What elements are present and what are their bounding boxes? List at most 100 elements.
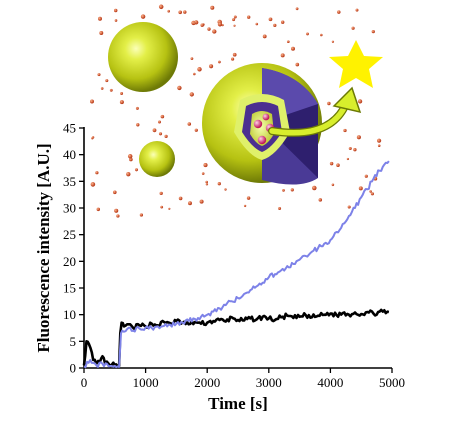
x-axis-title: Time [s] [208, 394, 268, 413]
x-tick-label: 4000 [317, 375, 343, 390]
particle-dot [210, 5, 215, 10]
particle-dot [200, 23, 204, 27]
x-tick-label: 3000 [256, 375, 282, 390]
particle-dot [232, 52, 237, 57]
particle-dot [126, 172, 131, 177]
particle-dot [189, 92, 194, 97]
cargo-dot [253, 119, 263, 129]
particle-dot [207, 27, 211, 31]
particle-dot [320, 33, 323, 37]
particle-dot [193, 22, 196, 25]
particle-dot [98, 16, 102, 21]
cargo-dot [257, 135, 267, 145]
particle-dot [178, 10, 183, 15]
x-tick-label: 5000 [379, 375, 405, 390]
y-tick-label: 15 [63, 281, 76, 296]
particle-dot [327, 101, 331, 106]
particle-dot [112, 190, 117, 195]
y-tick-label: 45 [63, 121, 76, 136]
particle-dot [205, 183, 209, 186]
y-tick-label: 10 [63, 307, 76, 322]
particle-dot [357, 99, 363, 104]
small-nanoparticle-sphere [139, 141, 175, 177]
particle-dot [291, 46, 295, 51]
particle-dot [282, 189, 285, 192]
series-line [82, 308, 390, 368]
particle-dot [343, 128, 347, 133]
particle-dot [346, 157, 350, 161]
particle-dot [243, 204, 247, 208]
particle-dot [109, 88, 113, 92]
particle-dot [231, 57, 235, 61]
y-tick-label: 30 [63, 201, 76, 216]
particle-dot [273, 23, 277, 28]
cutaway-capsule [202, 63, 322, 185]
particle-dot [160, 205, 164, 209]
particle-dot [312, 185, 317, 191]
particle-dot [262, 34, 267, 39]
series-line [83, 160, 390, 369]
particle-dot [201, 172, 205, 175]
y-axis-ticks: 0 5 10 15 20 25 30 35 40 45 [63, 121, 84, 376]
particle-dot [355, 8, 359, 12]
particle-dot [158, 120, 161, 124]
particle-dot [233, 24, 236, 27]
particle-dot [139, 213, 144, 217]
particle-dot [364, 174, 368, 178]
particle-dot [331, 40, 335, 43]
particle-dot [188, 201, 192, 206]
particle-dot [347, 205, 351, 209]
particle-dot [358, 186, 363, 191]
particle-dot [286, 40, 290, 44]
particle-dot [377, 138, 382, 143]
particle-dot [100, 87, 104, 90]
x-axis-ticks: 0 1000 2000 3000 4000 5000 [81, 368, 405, 390]
particle-dot [168, 207, 171, 210]
y-tick-label: 40 [63, 147, 76, 162]
particle-dot [351, 26, 355, 30]
particle-dot [232, 18, 236, 22]
x-tick-label: 1000 [133, 375, 159, 390]
particle-dot [377, 144, 381, 147]
particle-dot [209, 64, 214, 69]
particle-field [90, 4, 382, 218]
particle-dot [233, 15, 237, 19]
particle-dot [369, 190, 372, 193]
x-tick-label: 0 [81, 375, 88, 390]
particle-dot [158, 132, 163, 136]
particle-dot [247, 15, 251, 19]
plot-axes [83, 127, 392, 369]
particle-dot [159, 191, 163, 196]
particle-dot [177, 85, 182, 91]
y-tick-label: 35 [63, 174, 76, 189]
particle-dot [371, 29, 375, 34]
particle-dot [255, 22, 259, 26]
particle-dot [193, 72, 196, 76]
particle-dot [90, 182, 96, 187]
particle-dot [136, 123, 140, 127]
particle-dot [97, 73, 101, 77]
particle-dot [331, 183, 335, 187]
particle-dot [197, 67, 202, 72]
particle-dot [91, 136, 95, 139]
particle-dot [187, 122, 192, 126]
particle-dot [218, 60, 221, 64]
y-tick-label: 25 [63, 227, 76, 242]
particle-dot [135, 106, 139, 110]
particle-dot [120, 92, 124, 95]
cargo-dot [262, 113, 270, 121]
particle-dot [164, 134, 168, 139]
particle-dot [306, 32, 309, 36]
particle-dot [96, 207, 101, 212]
particle-dot [278, 207, 282, 210]
particle-dot [190, 57, 194, 60]
particle-dot [212, 29, 217, 34]
particle-dot [295, 7, 299, 11]
particle-dot [119, 100, 124, 105]
y-tick-label: 20 [63, 254, 76, 269]
particle-dot [246, 196, 251, 200]
particle-dot [217, 182, 221, 186]
particle-dot [217, 22, 223, 27]
particle-dot [114, 19, 118, 22]
